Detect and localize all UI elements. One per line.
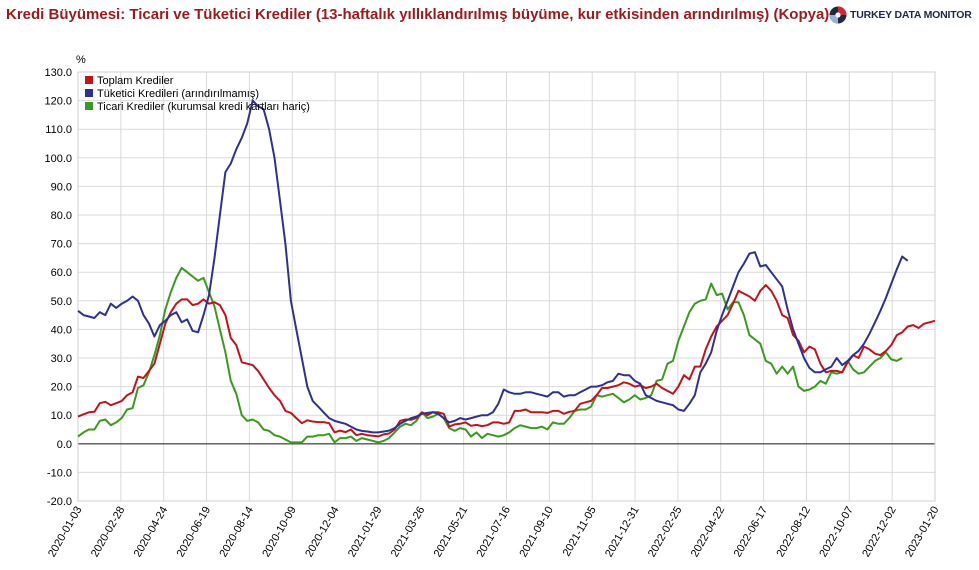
plot-border xyxy=(77,71,936,502)
legend-swatch xyxy=(85,76,93,84)
x-tick-label: 2020-04-24 xyxy=(132,505,171,560)
x-tick-label: 2021-01-29 xyxy=(346,505,385,560)
x-tick-label: 2022-12-02 xyxy=(860,505,899,560)
y-tick-label: 90.0 xyxy=(51,181,72,193)
y-tick-label: -10.0 xyxy=(47,467,72,479)
y-tick-label: 110.0 xyxy=(45,124,72,136)
legend-swatch xyxy=(85,89,93,97)
y-tick-label: 40.0 xyxy=(51,324,72,336)
x-tick-label: 2022-02-25 xyxy=(646,505,685,560)
y-tick-label: 80.0 xyxy=(51,210,72,222)
series-line-3 xyxy=(77,266,903,444)
x-tick-label: 2021-11-05 xyxy=(561,505,599,559)
brand-logo-text: TURKEY DATA MONITOR xyxy=(850,9,972,21)
y-tick-label: 130.0 xyxy=(44,67,72,79)
chart-title: Kredi Büyümesi: Ticari ve Tüketici Kredi… xyxy=(6,6,830,23)
y-tick-label: 60.0 xyxy=(51,267,72,279)
series-line-2 xyxy=(77,99,909,434)
y-tick-label: -20.0 xyxy=(47,496,72,508)
y-tick-label: 20.0 xyxy=(51,382,72,394)
y-tick-label: 120.0 xyxy=(44,96,72,108)
x-tick-label: 2020-08-14 xyxy=(217,505,256,560)
x-tick-label: 2020-10-09 xyxy=(260,505,299,560)
y-axis-label: % xyxy=(76,54,86,66)
y-tick-label: 70.0 xyxy=(51,239,72,251)
x-tick-label: 2023-01-20 xyxy=(903,505,942,560)
x-tick-label: 2022-06-17 xyxy=(732,505,771,560)
y-tick-label: 0.0 xyxy=(57,439,72,451)
x-tick-label: 2021-12-31 xyxy=(603,505,642,560)
brand-logo: TURKEY DATA MONITOR xyxy=(829,5,972,25)
x-tick-label: 2022-04-22 xyxy=(689,505,728,560)
x-tick-label: 2021-09-10 xyxy=(517,505,556,560)
x-tick-label: 2020-01-03 xyxy=(46,505,85,560)
x-tick-label: 2020-06-19 xyxy=(175,505,214,560)
legend-label: Toplam Krediler xyxy=(97,75,174,87)
globe-logo-icon xyxy=(829,6,847,24)
series-line-1 xyxy=(77,284,936,438)
x-axis-ticks: 2020-01-03 2020-02-28 2020-04-24 2020-06-19… xyxy=(46,505,942,560)
y-tick-label: 10.0 xyxy=(51,410,72,422)
legend-label: Tüketici Kredileri (arındırılmamış) xyxy=(97,88,259,100)
x-tick-label: 2022-08-12 xyxy=(775,505,814,560)
x-tick-label: 2021-05-21 xyxy=(432,505,471,560)
x-tick-label: 2021-07-16 xyxy=(475,505,514,560)
series-lines xyxy=(77,99,936,444)
plot-area-border xyxy=(77,71,936,502)
y-tick-label: 100.0 xyxy=(44,153,72,165)
y-axis-ticks: -20.0 -10.0 0.0 10.0 20.0 30.0 40.0 50.0 60.0 70.… xyxy=(44,67,72,508)
legend-label: Ticari Krediler (kurumsal kredi kartları… xyxy=(97,101,310,113)
y-tick-label: 30.0 xyxy=(51,353,72,365)
x-tick-label: 2020-12-04 xyxy=(303,505,342,560)
y-tick-label: 50.0 xyxy=(51,296,72,308)
x-tick-label: 2022-10-07 xyxy=(817,505,856,560)
x-tick-label: 2020-02-28 xyxy=(89,505,128,560)
legend-swatch xyxy=(85,102,93,110)
x-tick-label: 2021-03-26 xyxy=(389,505,428,560)
